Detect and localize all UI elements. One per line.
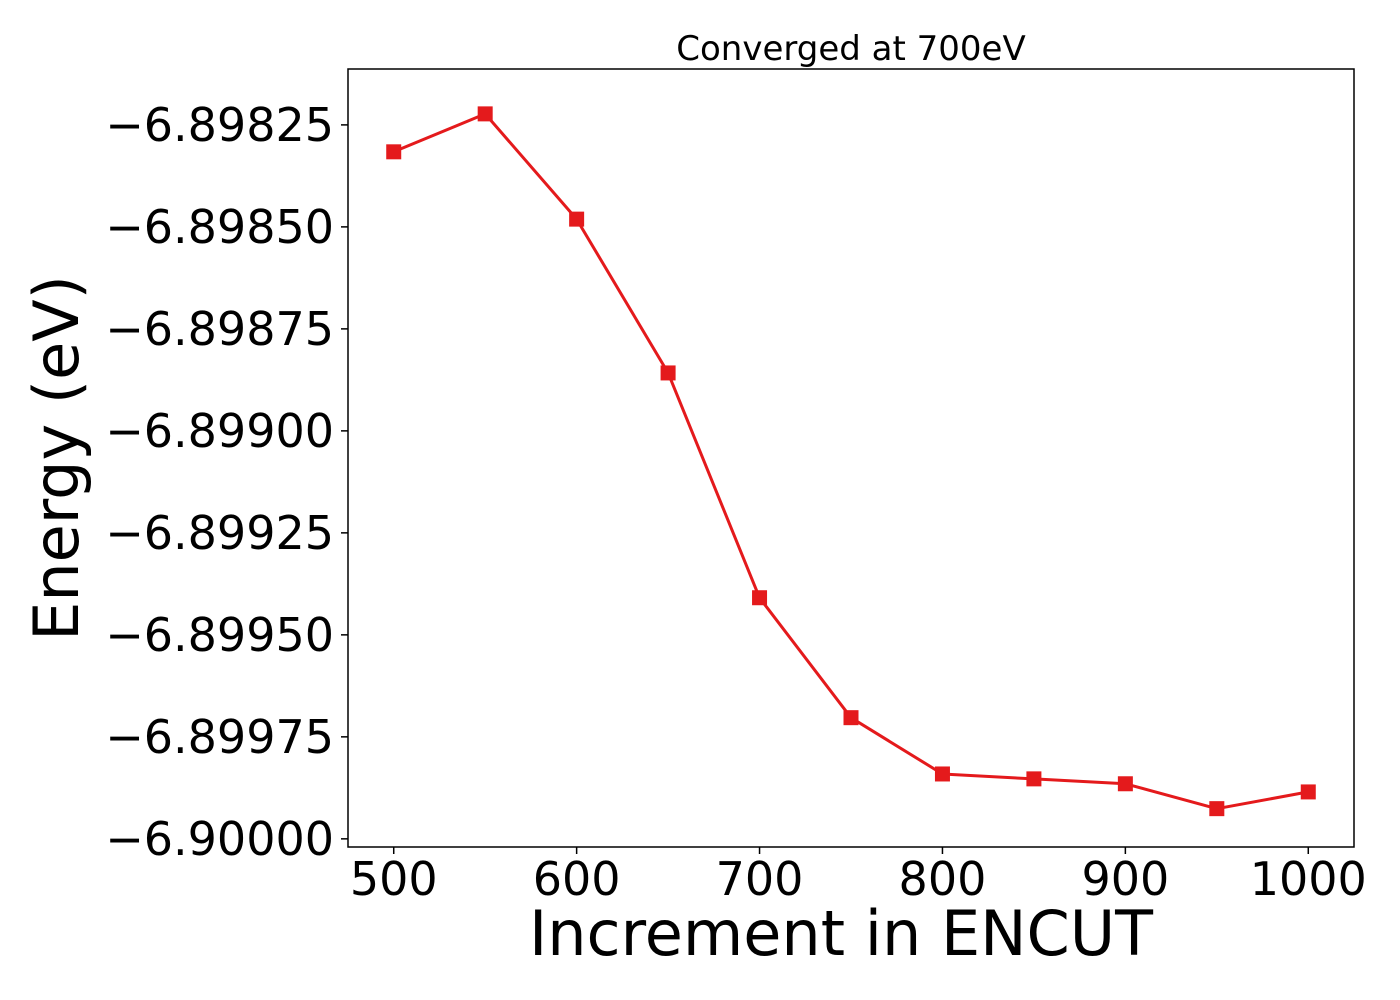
- data-point: [569, 211, 585, 227]
- y-tick-label: −6.89950: [105, 608, 334, 662]
- data-point: [477, 106, 493, 122]
- x-tick-label: 800: [899, 852, 987, 906]
- y-tick-label: −6.89925: [105, 506, 334, 560]
- x-tick-label: 900: [1081, 852, 1169, 906]
- x-tick-label: 1000: [1250, 852, 1367, 906]
- chart-title: Converged at 700eV: [676, 29, 1025, 69]
- y-tick-label: −6.89900: [105, 404, 334, 458]
- data-point: [1209, 801, 1225, 817]
- data-point: [386, 144, 402, 160]
- data-point: [1117, 776, 1133, 792]
- y-tick-label: −6.89850: [105, 200, 334, 254]
- x-tick-label: 600: [533, 852, 621, 906]
- data-point: [752, 590, 768, 606]
- y-tick-label: −6.89975: [105, 710, 334, 764]
- y-axis-ticks: −6.89825 −6.89850 −6.89875 −6.89900 −6.89925…: [105, 98, 348, 866]
- data-point: [843, 710, 859, 726]
- x-axis-label: Increment in ENCUT: [529, 897, 1154, 970]
- plot-area-frame: [347, 68, 1355, 848]
- series-layer: [386, 106, 1316, 817]
- y-tick-label: −6.89825: [105, 98, 334, 152]
- x-tick-label: 500: [350, 852, 438, 906]
- x-tick-label: 700: [716, 852, 804, 906]
- data-point: [934, 766, 950, 782]
- y-axis-label: Energy (eV): [20, 275, 93, 641]
- y-tick-label: −6.90000: [105, 812, 334, 866]
- data-point: [660, 365, 676, 381]
- data-point: [1300, 784, 1316, 800]
- x-axis-ticks: 500 600 700 800 900 1000: [350, 847, 1367, 906]
- y-tick-label: −6.89875: [105, 302, 334, 356]
- series-line: [393, 112, 1309, 811]
- data-point: [1026, 771, 1042, 787]
